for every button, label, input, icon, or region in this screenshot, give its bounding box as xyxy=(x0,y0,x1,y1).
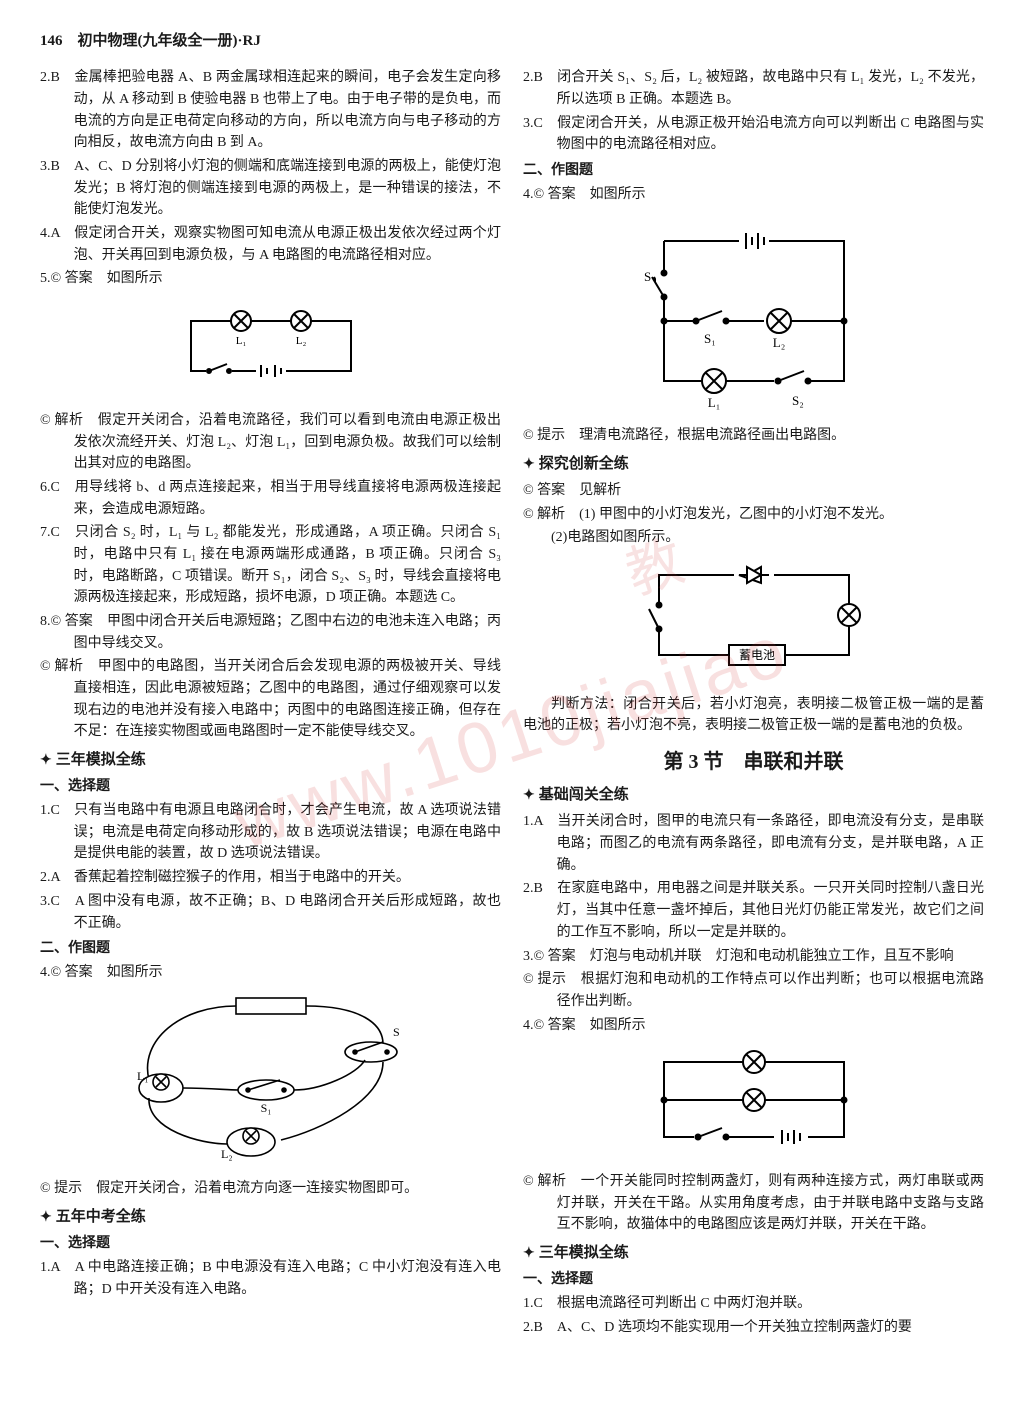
sim-1c: 1.C 只有当电路中有电源且电路闭合时，才会产生电流，故 A 选项说法错误；电流… xyxy=(40,800,501,865)
label-L1: L₁ xyxy=(707,395,719,410)
item-8-answer: 8.© 答案 甲图中闭合开关后电源短路；乙图中右边的电池未连入电路；丙图中导线交… xyxy=(40,611,501,654)
r-3c: 3.C 假定闭合开关，从电源正极开始沿电流方向可以判断出 C 电路图与实物图中的… xyxy=(523,113,984,156)
label-s1: S₁ xyxy=(260,1101,271,1115)
item-5-analysis: © 解析 假定开关闭合，沿着电流路径，我们可以看到电流由电源正极出发依次流经开关… xyxy=(40,410,501,475)
sim-4-answer: 4.© 答案 如图所示 xyxy=(40,962,501,984)
label-l2: L₂ xyxy=(295,335,306,347)
section-3-title: 第 3 节 串联和并联 xyxy=(523,747,984,778)
subhead-choice-2: 一、选择题 xyxy=(40,1233,501,1255)
exp-analysis-2: (2)电路图如图所示。 xyxy=(523,527,984,549)
label-l1: L₁ xyxy=(235,335,246,347)
r-sub-drawing: 二、作图题 xyxy=(523,160,984,182)
item-3b: 3.B A、C、D 分别将小灯泡的侧端和底端连接到电源的两极上，能使灯泡发光；B… xyxy=(40,156,501,221)
exam-1a: 1.A A 中电路连接正确；B 中电源没有连入电路；C 中小灯泡没有连入电路；D… xyxy=(40,1257,501,1300)
base-4-answer: 4.© 答案 如图所示 xyxy=(523,1015,984,1037)
sim2-2b: 2.B A、C、D 选项均不能实现用一个开关独立控制两盏灯的要 xyxy=(523,1317,984,1339)
label-L2: L₂ xyxy=(772,335,784,350)
r-2b: 2.B 闭合开关 S₁、S₂ 后，L₂ 被短路，故电路中只有 L₁ 发光，L₂ … xyxy=(523,67,984,110)
label-l1: L₁ xyxy=(137,1069,149,1083)
item-7c: 7.C 只闭合 S₂ 时，L₁ 与 L₂ 都能发光，形成通路，A 项正确。只闭合… xyxy=(40,522,501,609)
section-base: 基础闯关全练 xyxy=(523,784,984,807)
exp-answer: © 答案 见解析 xyxy=(523,480,984,502)
figure-r4-circuit: S S₁ L₂ L₁ S₂ xyxy=(523,211,984,419)
figure-diode-circuit: 蓄电池 xyxy=(523,555,984,688)
subhead-drawing-1: 二、作图题 xyxy=(40,938,501,960)
sim-2a: 2.A 香蕉起着控制磁控猴子的作用，相当于电路中的开关。 xyxy=(40,867,501,889)
subhead-choice-3: 一、选择题 xyxy=(523,1269,984,1291)
subhead-choice-1: 一、选择题 xyxy=(40,776,501,798)
figure-parallel-circuit xyxy=(523,1042,984,1165)
section-3yr-sim: 三年模拟全练 xyxy=(40,749,501,772)
left-column: 2.B 金属棒把验电器 A、B 两金属球相连起来的瞬间，电子会发生定向移动，从 … xyxy=(40,67,501,1340)
section-5yr-exam: 五年中考全练 xyxy=(40,1206,501,1229)
label-s: S xyxy=(393,1025,400,1039)
figure-5-circuit: L₁ L₂ xyxy=(40,296,501,404)
label-S2: S₂ xyxy=(792,393,804,408)
base-4-analysis: © 解析 一个开关能同时控制两盏灯，则有两种连接方式，两灯串联或两灯并联，开关在… xyxy=(523,1171,984,1236)
figure-physical-circuit: S S₁ L₁ L₂ xyxy=(40,990,501,1173)
two-column-layout: 2.B 金属棒把验电器 A、B 两金属球相连起来的瞬间，电子会发生定向移动，从 … xyxy=(40,67,984,1340)
sim2-1c: 1.C 根据电流路径可判断出 C 中两灯泡并联。 xyxy=(523,1293,984,1315)
section-3yr-sim-2: 三年模拟全练 xyxy=(523,1242,984,1265)
label-l2-phys: L₂ xyxy=(221,1147,233,1161)
label-S1: S₁ xyxy=(704,331,716,346)
base-3-answer: 3.© 答案 灯泡与电动机并联 灯泡和电动机能独立工作，且互不影响 xyxy=(523,946,984,968)
item-2b: 2.B 金属棒把验电器 A、B 两金属球相连起来的瞬间，电子会发生定向移动，从 … xyxy=(40,67,501,154)
item-8-analysis: © 解析 甲图中的电路图，当开关闭合后会发现电源的两极被开关、导线直接相连，因此… xyxy=(40,656,501,743)
base-1a: 1.A 当开关闭合时，图甲的电流只有一条路径，即电流没有分支，是串联电路；而图乙… xyxy=(523,811,984,876)
base-3-tip: © 提示 根据灯泡和电动机的工作特点可以作出判断；也可以根据电流路径作出判断。 xyxy=(523,969,984,1012)
base-2b: 2.B 在家庭电路中，用电器之间是并联关系。一只开关同时控制八盏日光灯，当其中任… xyxy=(523,878,984,943)
sim-3c: 3.C A 图中没有电源，故不正确；B、D 电路闭合开关后形成短路，故也不正确。 xyxy=(40,891,501,934)
page-header: 146 初中物理(九年级全一册)·RJ xyxy=(40,30,984,53)
item-5-answer: 5.© 答案 如图所示 xyxy=(40,268,501,290)
label-battery: 蓄电池 xyxy=(738,648,774,662)
label-S: S xyxy=(644,269,651,284)
exp-analysis-1: © 解析 (1) 甲图中的小灯泡发光，乙图中的小灯泡不发光。 xyxy=(523,504,984,526)
r-4-answer: 4.© 答案 如图所示 xyxy=(523,184,984,206)
r-4-tip: © 提示 理清电流路径，根据电流路径画出电路图。 xyxy=(523,425,984,447)
exp-method: 判断方法：闭合开关后，若小灯泡亮，表明接二极管正极一端的是蓄电池的正极；若小灯泡… xyxy=(523,694,984,737)
section-explore: 探究创新全练 xyxy=(523,453,984,476)
item-6c: 6.C 用导线将 b、d 两点连接起来，相当于用导线直接将电源两极连接起来，会造… xyxy=(40,477,501,520)
right-column: 2.B 闭合开关 S₁、S₂ 后，L₂ 被短路，故电路中只有 L₁ 发光，L₂ … xyxy=(523,67,984,1340)
item-4a: 4.A 假定闭合开关，观察实物图可知电流从电源正极出发依次经过两个灯泡、开关再回… xyxy=(40,223,501,266)
sim-4-tip: © 提示 假定开关闭合，沿着电流方向逐一连接实物图即可。 xyxy=(40,1178,501,1200)
